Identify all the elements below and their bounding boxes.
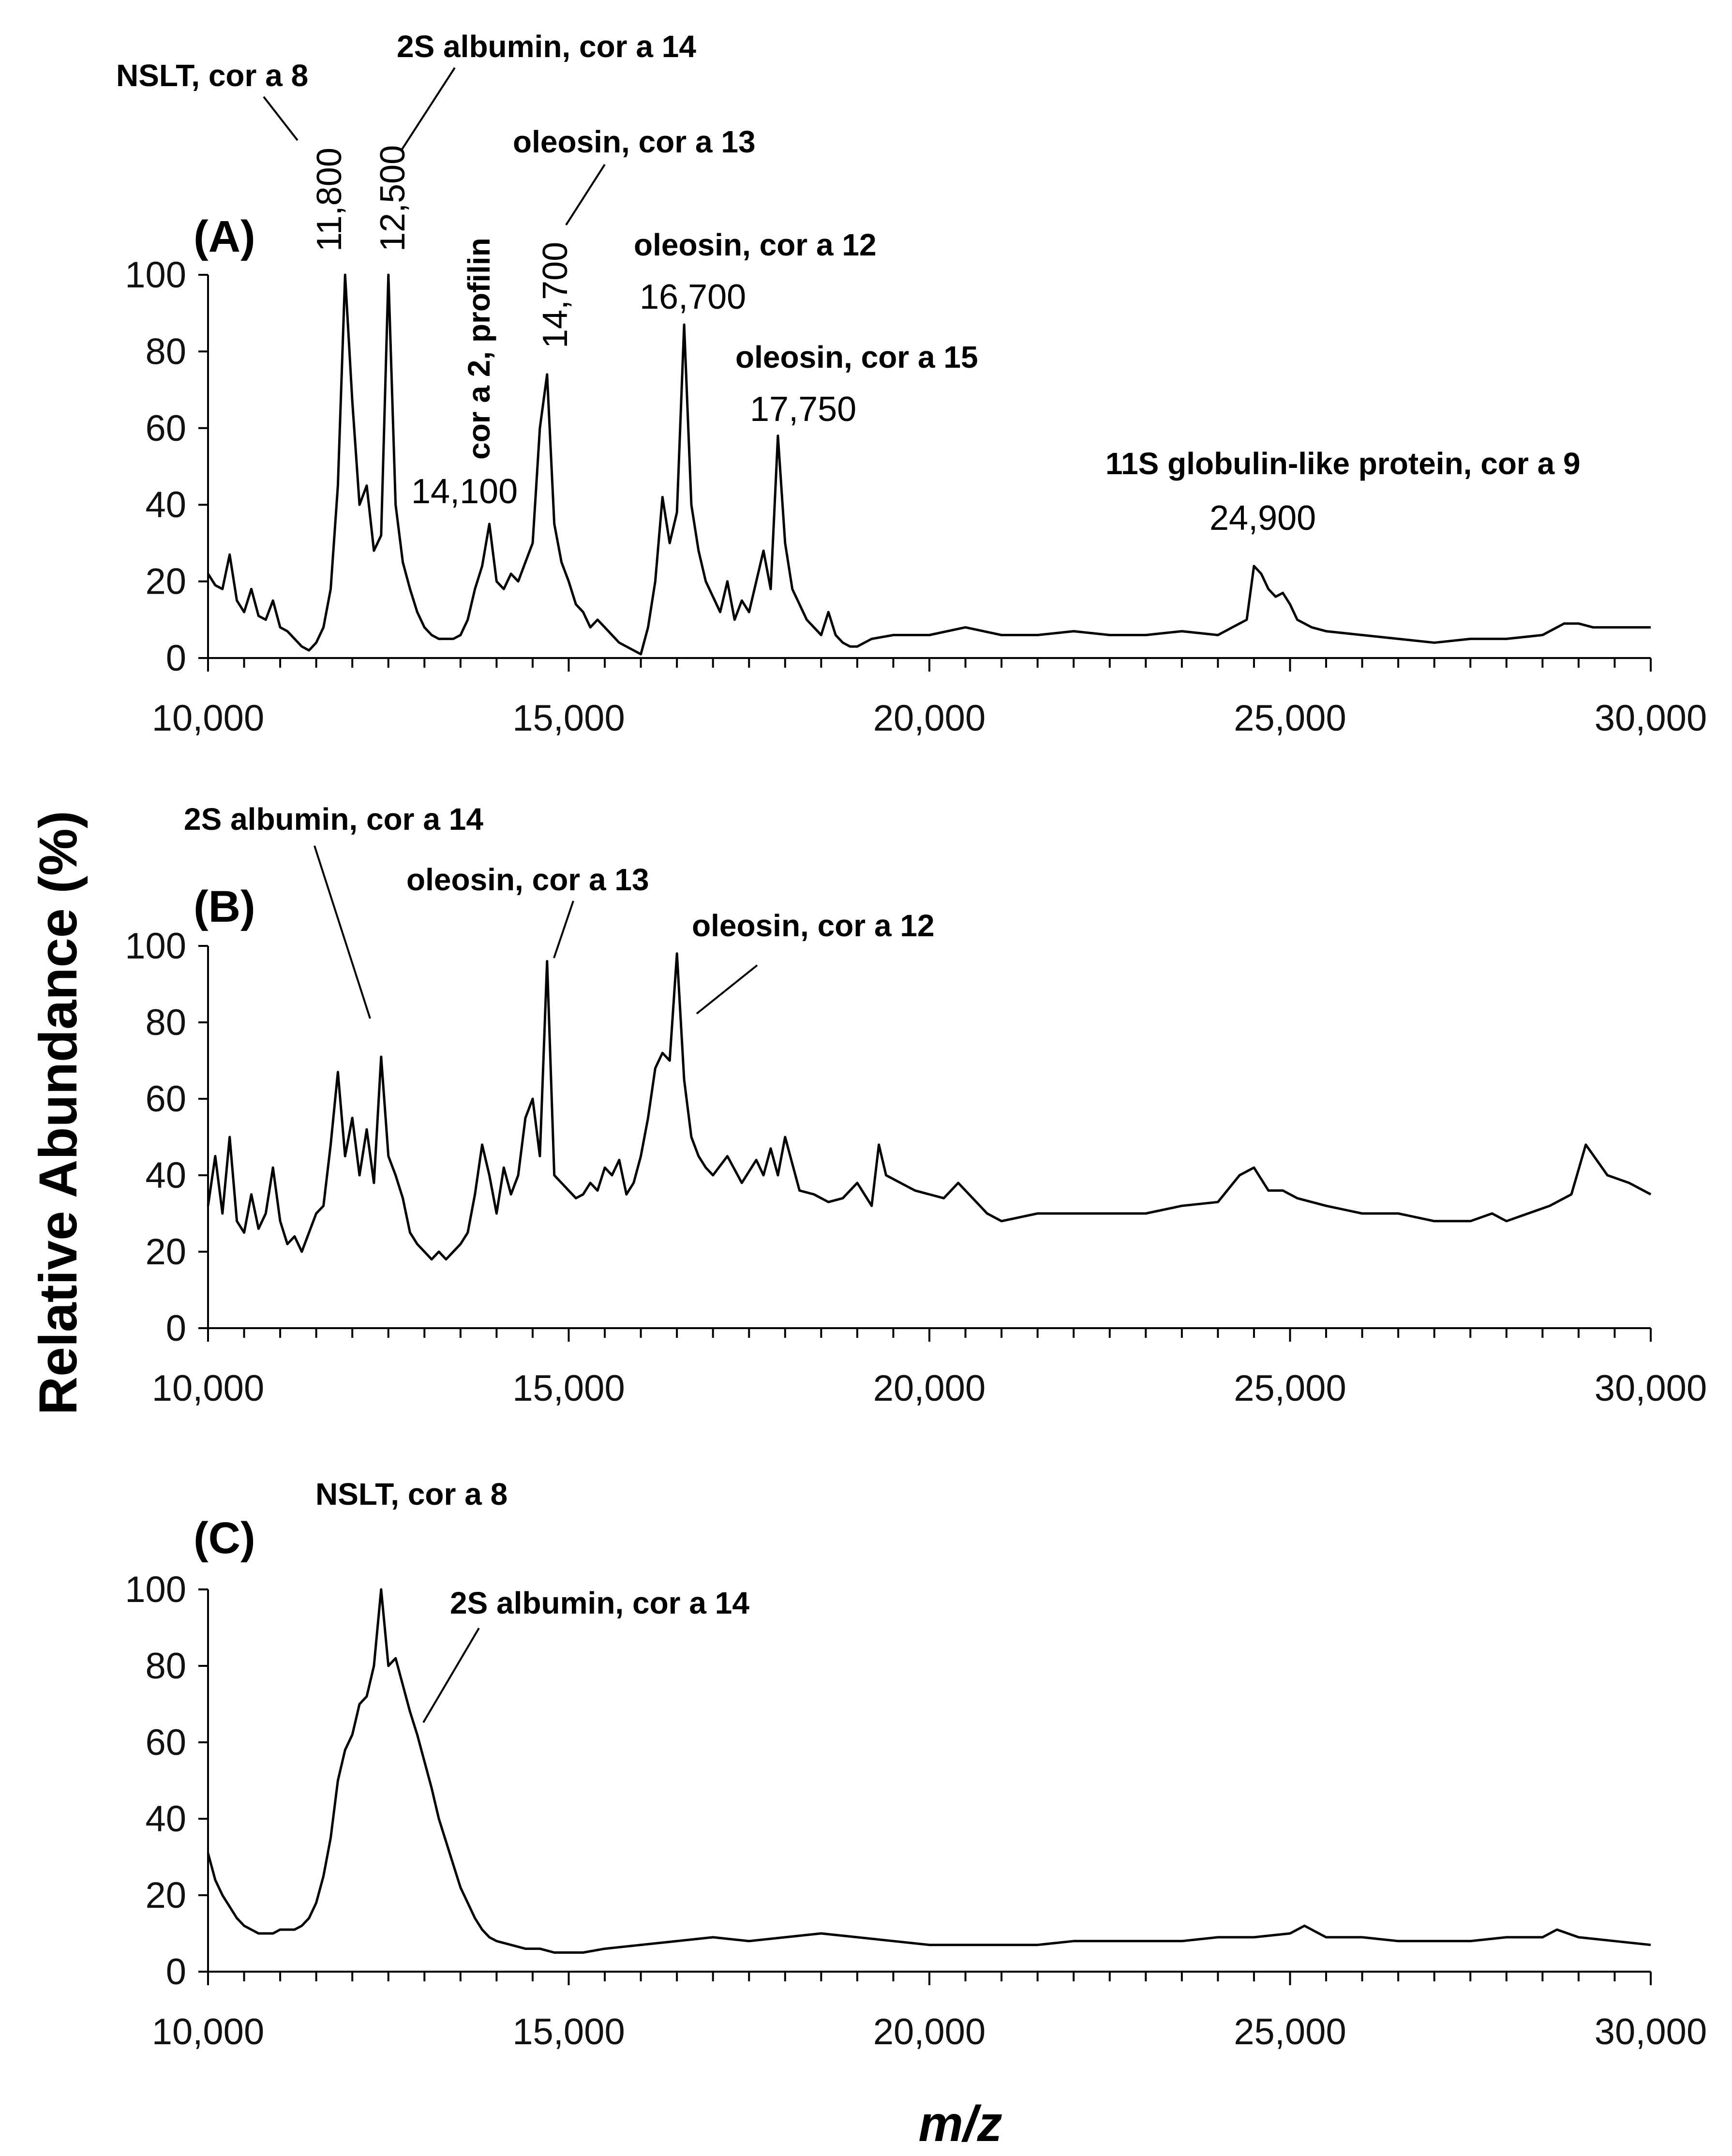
y-tick-label: 40 bbox=[145, 484, 186, 525]
y-tick-label: 100 bbox=[125, 926, 186, 967]
x-tick-label: 10,000 bbox=[152, 2011, 264, 2052]
annotation-value-24900: 24,900 bbox=[1209, 499, 1316, 538]
panel-a-annotations: NSLT, cor a 8 2S albumin, cor a 14 11,80… bbox=[116, 29, 1581, 538]
annotation-b-2s-albumin: 2S albumin, cor a 14 bbox=[184, 802, 483, 837]
panel-label: (B) bbox=[194, 882, 255, 931]
y-tick-label: 20 bbox=[145, 1875, 186, 1916]
x-tick-label: 15,000 bbox=[512, 698, 625, 739]
spectrum-line bbox=[207, 952, 1652, 1261]
x-tick-label: 30,000 bbox=[1595, 2011, 1707, 2052]
y-tick-label: 40 bbox=[145, 1155, 186, 1196]
leader-b-2s-albumin bbox=[314, 845, 371, 1019]
leader-b-oleosin-13 bbox=[553, 900, 574, 958]
annotation-value-12500: 12,500 bbox=[373, 145, 412, 252]
annotation-value-14100: 14,100 bbox=[411, 472, 518, 511]
x-tick-label: 20,000 bbox=[873, 1368, 985, 1409]
annotation-c-nslt-cor-a-8: NSLT, cor a 8 bbox=[315, 1477, 508, 1512]
x-tick-label: 10,000 bbox=[152, 698, 264, 739]
y-tick-label: 100 bbox=[125, 1569, 186, 1610]
annotation-value-11800: 11,800 bbox=[310, 148, 349, 252]
annotation-c-2s-albumin: 2S albumin, cor a 14 bbox=[450, 1586, 749, 1620]
leader-oleosin-13 bbox=[565, 164, 606, 226]
y-tick-label: 60 bbox=[145, 1078, 186, 1120]
x-tick-label: 20,000 bbox=[873, 2011, 985, 2052]
y-tick-label: 80 bbox=[145, 1646, 186, 1687]
x-tick-label: 15,000 bbox=[512, 2011, 625, 2052]
annotation-cor-a-2-profilin: cor a 2, profilin bbox=[462, 238, 496, 460]
annotation-b-oleosin-cor-a-12: oleosin, cor a 12 bbox=[692, 908, 935, 943]
leader-2s-albumin bbox=[401, 67, 456, 151]
x-tick-label: 30,000 bbox=[1595, 1368, 1707, 1409]
panel-b-annotations: 2S albumin, cor a 14 oleosin, cor a 13 o… bbox=[184, 802, 935, 1019]
y-tick-label: 0 bbox=[166, 638, 186, 679]
annotation-value-17750: 17,750 bbox=[750, 390, 856, 429]
panel-c-annotations: NSLT, cor a 8 2S albumin, cor a 14 bbox=[315, 1477, 749, 1723]
x-tick-label: 10,000 bbox=[152, 1368, 264, 1409]
panel-label: (A) bbox=[194, 212, 255, 261]
x-tick-label: 20,000 bbox=[873, 698, 985, 739]
panel-1: (A) 0 20 40 60 80 100 10,000 15,000 20,000 25,000 3… bbox=[125, 212, 1707, 739]
y-tick-label: 60 bbox=[145, 1722, 186, 1763]
leader-c-2s-albumin bbox=[422, 1627, 480, 1723]
panel-3: (C) 0 20 40 60 80 100 10,000 15,000 20,000 25,000 3… bbox=[125, 1513, 1707, 2052]
annotation-nslt-cor-a-8: NSLT, cor a 8 bbox=[116, 58, 308, 93]
annotation-b-oleosin-cor-a-13: oleosin, cor a 13 bbox=[406, 862, 649, 897]
y-tick-label: 80 bbox=[145, 1002, 186, 1043]
panel-2: (B) 0 20 40 60 80 100 10,000 15,000 20,000 25,000 3… bbox=[125, 882, 1707, 1409]
leader-nslt bbox=[263, 96, 299, 141]
x-axis-title: m/z bbox=[918, 2096, 1002, 2152]
x-tick-label: 25,000 bbox=[1234, 2011, 1346, 2052]
annotation-value-16700: 16,700 bbox=[640, 278, 746, 316]
y-axis-title: Relative Abundance (%) bbox=[29, 811, 88, 1415]
annotation-11s-globulin-cor-a-9: 11S globulin-like protein, cor a 9 bbox=[1105, 446, 1581, 481]
y-tick-label: 20 bbox=[145, 561, 186, 602]
x-tick-label: 15,000 bbox=[512, 1368, 625, 1409]
panel-label: (C) bbox=[194, 1513, 255, 1563]
annotation-oleosin-cor-a-13: oleosin, cor a 13 bbox=[513, 124, 756, 159]
spectrum-line bbox=[207, 1588, 1651, 1954]
y-tick-label: 0 bbox=[166, 1951, 186, 1992]
y-tick-label: 100 bbox=[125, 255, 186, 296]
x-tick-label: 25,000 bbox=[1234, 1368, 1346, 1409]
spectrum-line bbox=[207, 273, 1651, 656]
y-tick-label: 80 bbox=[145, 331, 186, 372]
annotation-2s-albumin-cor-a-14: 2S albumin, cor a 14 bbox=[397, 29, 696, 64]
y-tick-label: 0 bbox=[166, 1308, 186, 1349]
y-tick-label: 60 bbox=[145, 408, 186, 449]
annotation-oleosin-cor-a-15: oleosin, cor a 15 bbox=[735, 340, 978, 374]
annotation-value-14700: 14,700 bbox=[536, 242, 575, 348]
y-tick-label: 20 bbox=[145, 1231, 186, 1273]
y-tick-label: 40 bbox=[145, 1798, 186, 1840]
x-tick-label: 30,000 bbox=[1595, 698, 1707, 739]
annotation-oleosin-cor-a-12: oleosin, cor a 12 bbox=[634, 227, 877, 262]
leader-b-oleosin-12 bbox=[696, 964, 758, 1015]
x-tick-label: 25,000 bbox=[1234, 698, 1346, 739]
